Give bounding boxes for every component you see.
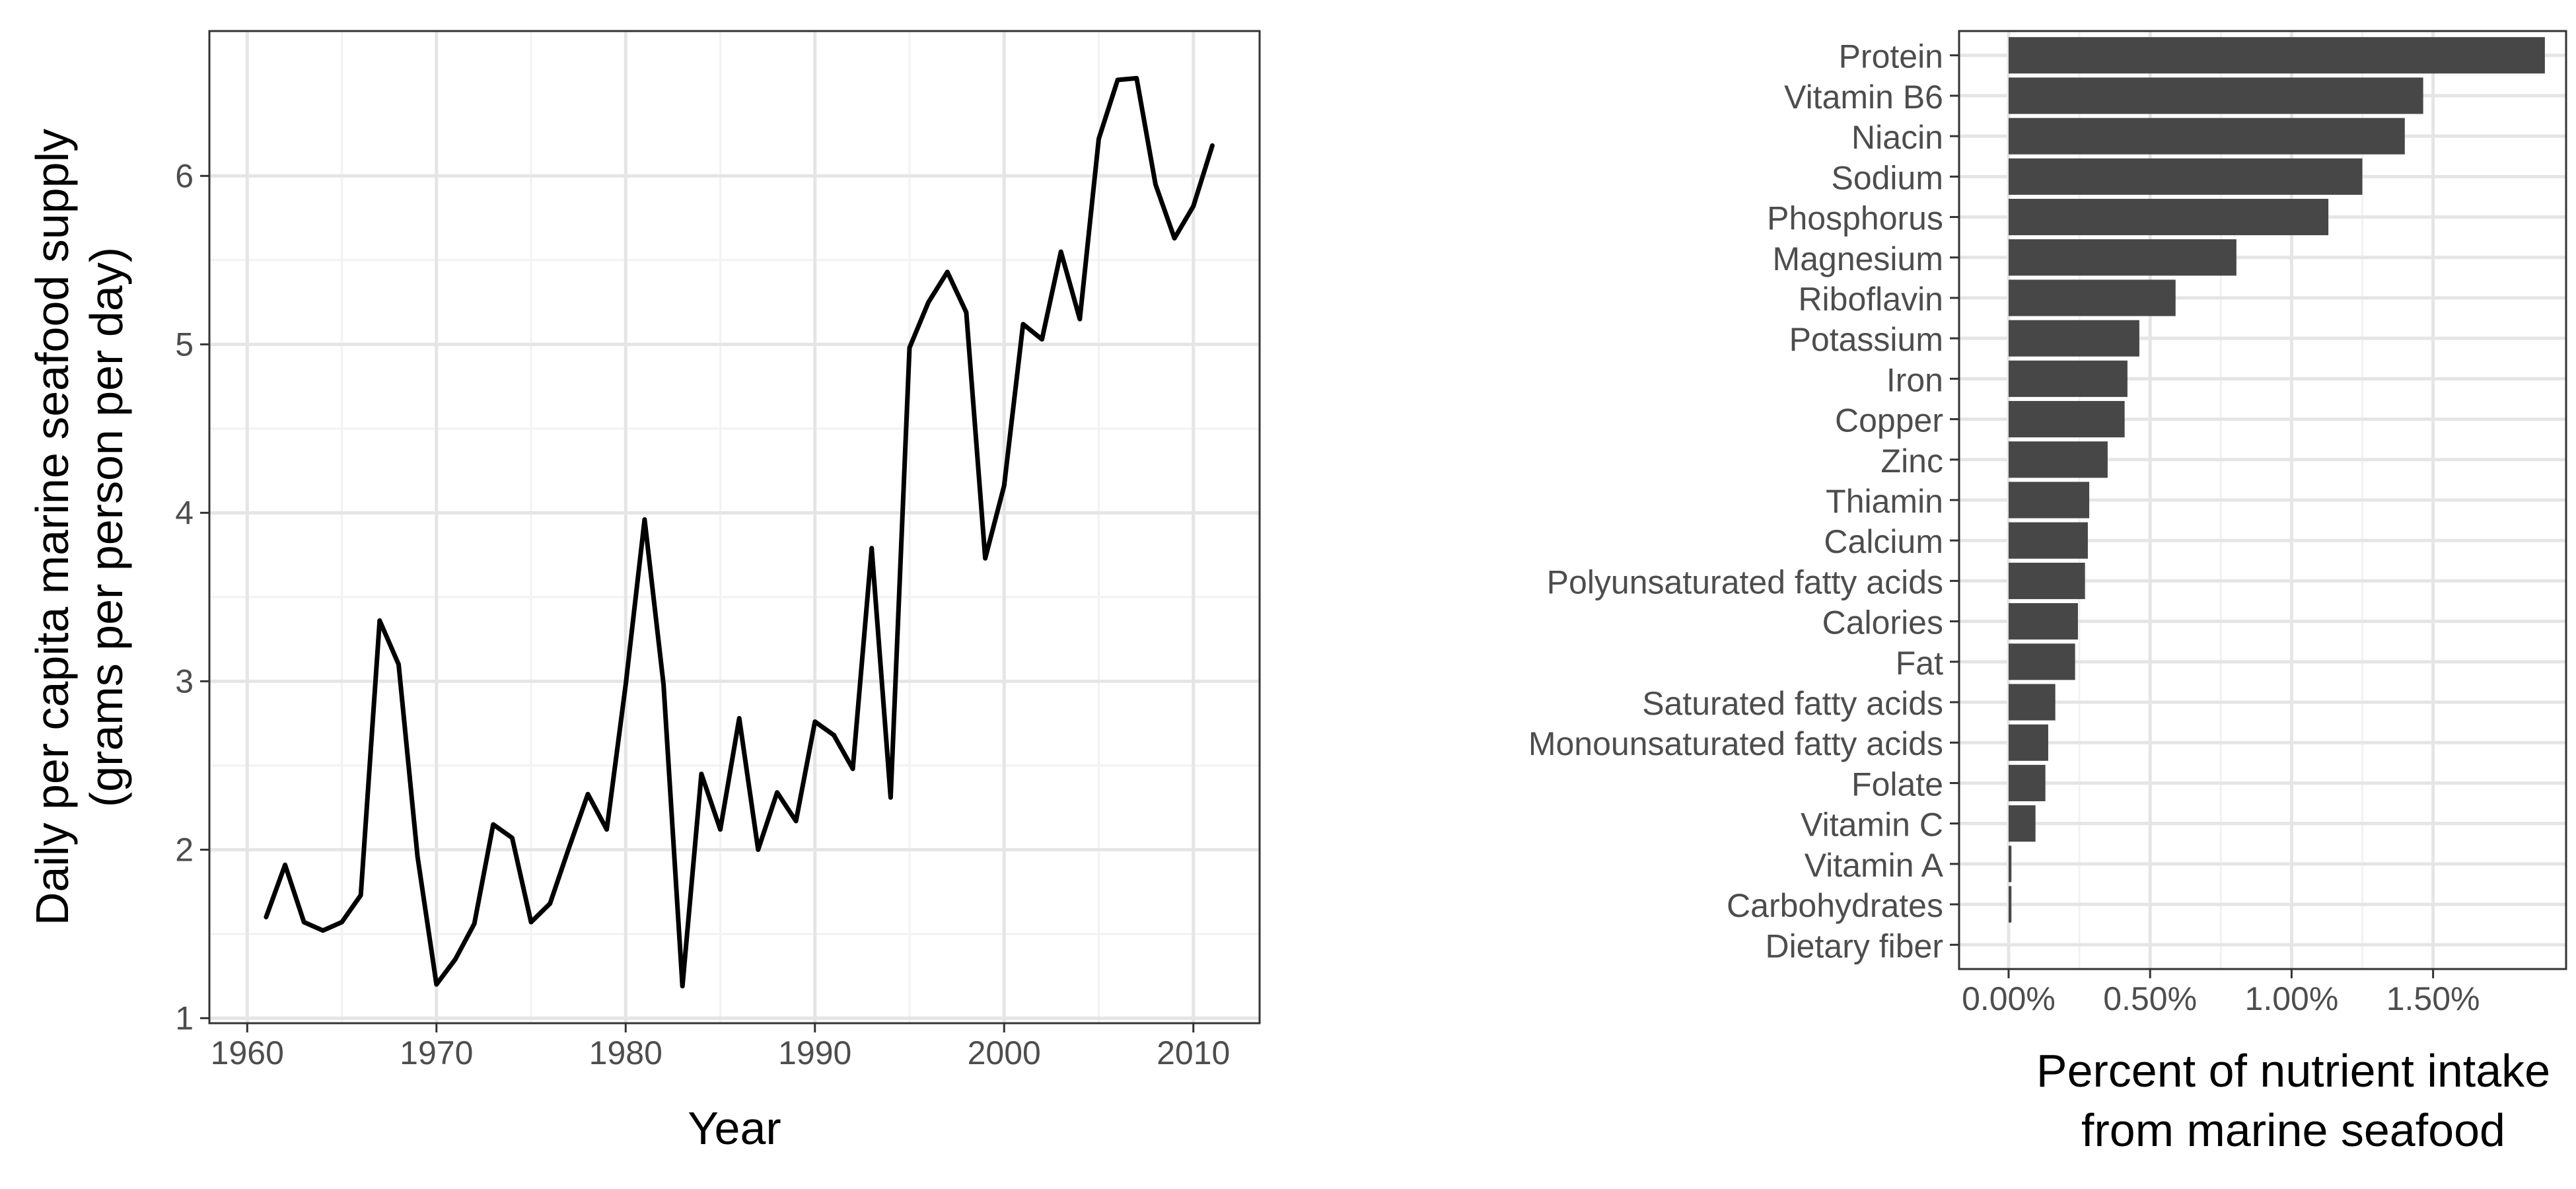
bar-chart-category-label: Iron [1886,361,1943,398]
line-chart-x-axis-title: Year [688,1102,781,1154]
bar-saturated-fatty-acids [2008,684,2056,721]
bar-chart-category-label: Niacin [1851,119,1943,156]
line-chart-y-tick-label: 3 [175,663,194,700]
bar-copper [2008,401,2125,438]
bar-chart-category-label: Thiamin [1826,483,1943,520]
line-chart-grid [209,31,1260,1023]
bar-vitamin-b6 [2008,77,2423,114]
bar-folate [2008,764,2046,801]
line-chart-y-tick-label: 6 [175,157,194,194]
bar-carbohydrates [2008,886,2012,923]
bar-calories [2008,603,2078,640]
bar-chart-category-label: Magnesium [1773,240,1943,277]
line-chart-y-tick-label: 4 [175,494,194,531]
line-chart-y-axis-title-line-2: (grams per person per day) [81,247,132,807]
bar-vitamin-c [2008,805,2036,842]
bar-chart-x-tick-label: 0.50% [2103,980,2197,1017]
bar-chart-x-axis-title-line-1: Percent of nutrient intake [2036,1045,2550,1097]
line-chart-y-tick-label: 5 [175,326,194,363]
bar-magnesium [2008,239,2236,276]
bar-chart-category-label: Calcium [1824,523,1943,560]
bar-phosphorus [2008,199,2329,236]
bar-chart-category-label: Monounsaturated fatty acids [1528,725,1943,762]
bar-sodium [2008,158,2363,195]
bar-chart-category-label: Vitamin B6 [1784,79,1943,116]
seafood-supply-series-line [264,75,1215,989]
line-chart-x-tick-label: 1960 [211,1034,284,1071]
bar-riboflavin [2008,279,2176,316]
bar-chart-category-label: Phosphorus [1767,200,1943,237]
bar-fat [2008,643,2075,680]
bar-chart-bars [2008,37,2545,923]
line-chart-panel-border [208,30,1261,1025]
bar-niacin [2008,118,2405,155]
bar-vitamin-a [2008,846,2012,883]
bar-chart-category-label: Carbohydrates [1727,887,1943,924]
line-chart-x-tick-label: 1990 [778,1034,851,1071]
bar-chart-category-label: Vitamin A [1805,847,1944,884]
line-chart-panel: 1960 1970 1980 1990 2000 2010 1 2 3 4 5 6 Year Dai… [26,30,1261,1154]
bar-chart-category-label: Calories [1822,604,1943,641]
bar-monounsaturated-fatty-acids [2008,724,2048,761]
line-chart-y-tick-label: 2 [175,831,194,868]
bar-chart-x-tick-label: 1.00% [2245,980,2339,1017]
line-chart-plot-area [209,31,1260,1023]
line-chart-x-tick-label: 2010 [1157,1034,1230,1071]
bar-chart-category-label: Sodium [1831,159,1943,196]
bar-chart-category-label: Dietary fiber [1765,927,1943,964]
bar-chart-x-axis-title-line-2: from marine seafood [2081,1104,2505,1156]
bar-zinc [2008,441,2108,478]
bar-chart-x-ticks: 0.00% 0.50% 1.00% 1.50% [1962,969,2480,1017]
bar-chart-category-label: Copper [1835,402,1943,439]
bar-chart-x-tick-label: 0.00% [1962,980,2056,1017]
line-chart-y-ticks: 1 2 3 4 5 6 [175,157,209,1036]
line-chart-x-tick-label: 2000 [968,1034,1041,1071]
bar-chart-x-tick-label: 1.50% [2386,980,2480,1017]
bar-chart-panel: 0.00% 0.50% 1.00% 1.50% Protein Vitamin B6Ni… [1528,30,2567,1156]
bar-chart-category-label: Zinc [1881,443,1943,480]
bar-polyunsaturated-fatty-acids [2008,562,2085,599]
bar-chart-category-label: Fat [1896,645,1943,682]
bar-thiamin [2008,482,2090,519]
line-chart-y-axis-title-line-1: Daily per capita marine seafood supply [26,129,78,925]
line-chart-x-tick-label: 1980 [589,1034,662,1071]
line-chart-x-tick-label: 1970 [400,1034,473,1071]
bar-iron [2008,360,2128,397]
bar-calcium [2008,522,2088,559]
bar-chart-category-label: Riboflavin [1798,281,1943,318]
bar-chart-category-label: Saturated fatty acids [1642,685,1943,722]
bar-chart-category-label: Protein [1839,38,1943,75]
bar-chart-category-label: Potassium [1789,321,1943,358]
bar-chart-category-label: Polyunsaturated fatty acids [1547,563,1943,600]
line-chart-y-tick-label: 1 [175,999,194,1036]
bar-potassium [2008,320,2139,357]
bar-chart-category-label: Folate [1851,766,1943,803]
bar-protein [2008,37,2545,74]
bar-chart-category-label: Vitamin C [1801,807,1943,844]
line-chart-x-ticks: 1960 1970 1980 1990 2000 2010 [211,1023,1230,1071]
